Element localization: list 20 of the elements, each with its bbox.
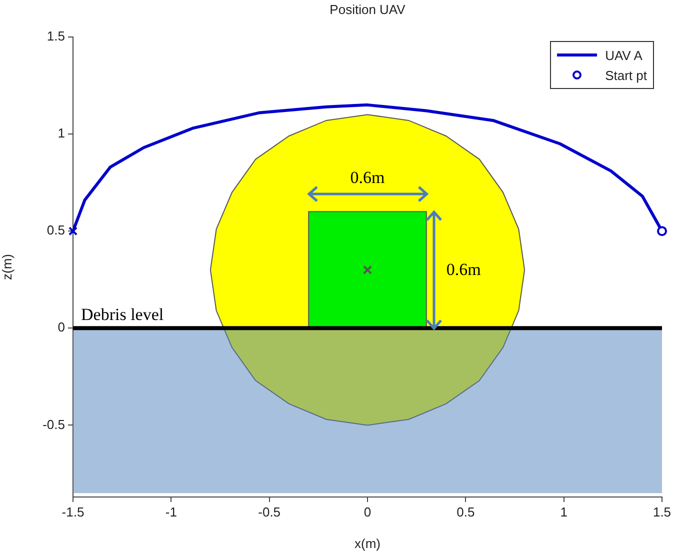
y-tick-label: -0.5 [42, 416, 65, 432]
legend-label: Start pt [605, 68, 647, 82]
y-tick-label: 0 [58, 320, 65, 335]
y-tick-label: 0.5 [46, 222, 65, 238]
ref-line-label: Debris level [81, 305, 164, 324]
y-tick-label: 1 [58, 126, 65, 141]
chart-title: Position UAV [328, 2, 406, 17]
x-tick-label: -1.5 [62, 504, 84, 520]
x-tick-label: -0.5 [258, 504, 281, 520]
x-tick-label: 1.5 [652, 504, 672, 520]
x-tick-label: 1 [560, 504, 568, 520]
x-tick-label: 0 [364, 504, 372, 520]
y-tick-label: 1.5 [46, 28, 65, 44]
y-axis-title: z(m) [0, 254, 14, 280]
x-tick-label: -1 [165, 504, 177, 520]
x-tick-label: 0.5 [456, 504, 475, 520]
annotation: 0.6m [446, 260, 481, 280]
x-axis-title: x(m) [354, 536, 380, 551]
annotation: 0.6m [349, 168, 386, 188]
legend-label: UAV A [605, 48, 642, 62]
